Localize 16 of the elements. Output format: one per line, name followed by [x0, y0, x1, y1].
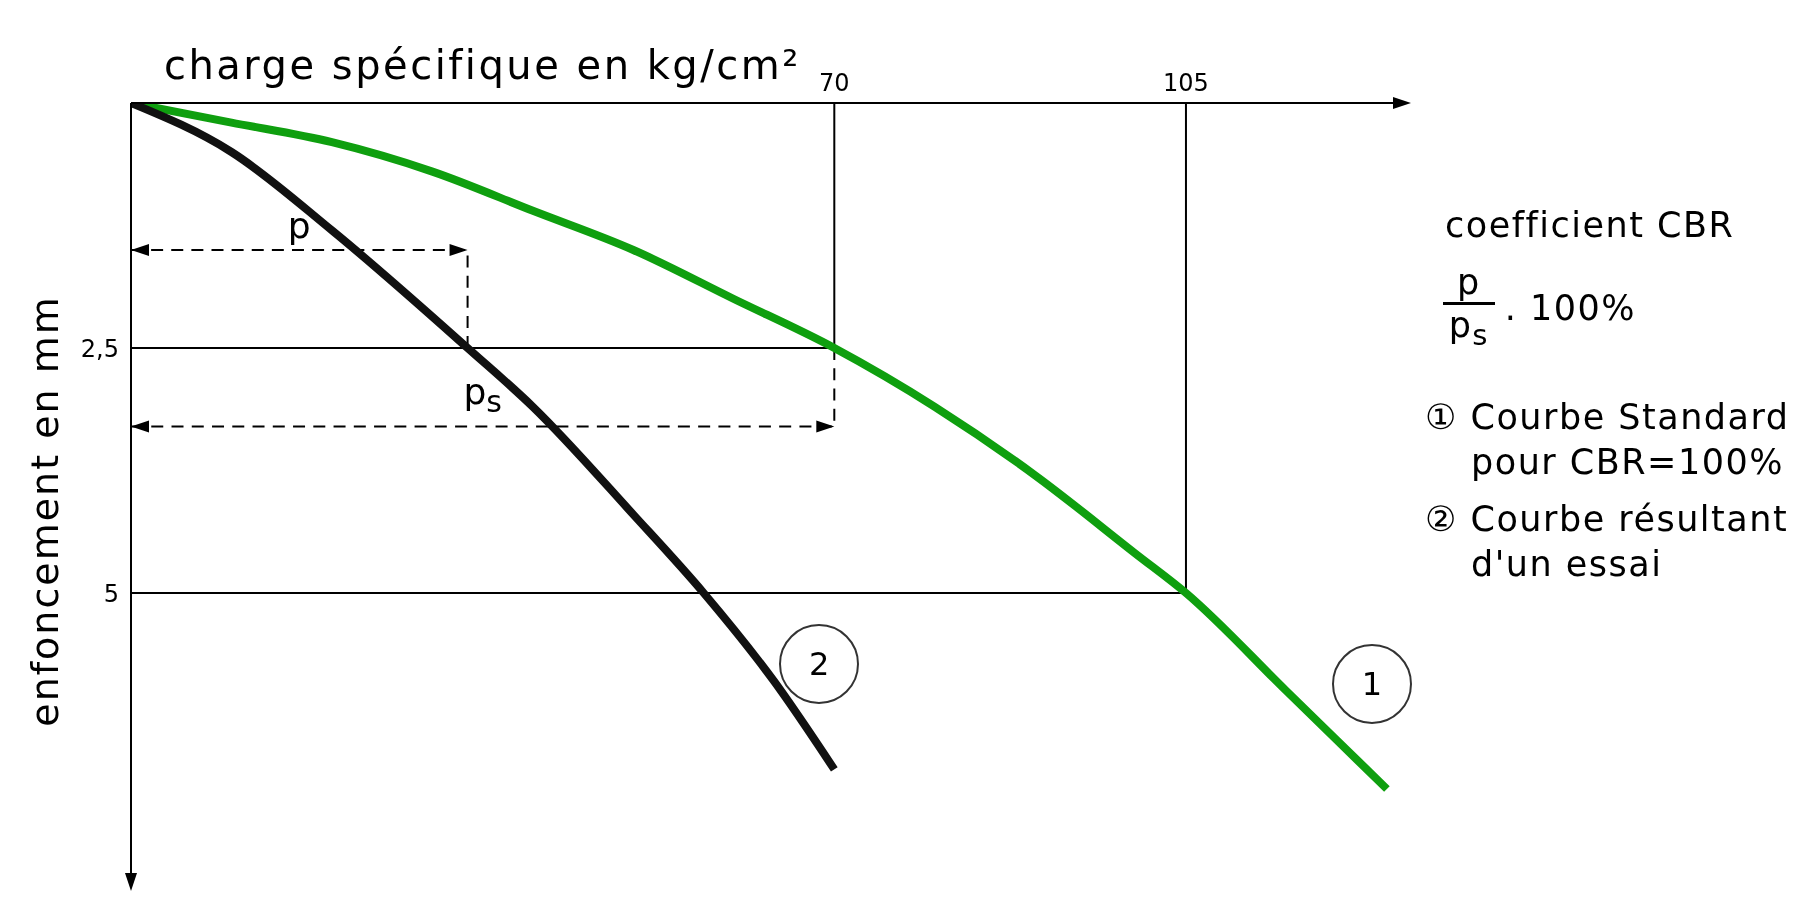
series-label: p$_{s}$ — [463, 371, 502, 422]
text: coefficient CBR — [1444, 204, 1736, 247]
x-tick-label: 70 — [819, 69, 850, 97]
y-tick-label: 2,5 — [80, 334, 119, 363]
series-label: 2 — [809, 645, 830, 684]
x-axis-title: charge spécifique en kg/cm² — [164, 42, 801, 88]
x-tick-label: 105 — [1163, 69, 1209, 97]
text: . 100% — [1504, 287, 1637, 330]
text: ① Courbe Standard pour CBR=100% — [1425, 396, 1791, 484]
series-label: 1 — [1361, 665, 1383, 703]
text: ② Courbe résultant d'un essai — [1425, 498, 1790, 586]
y-axis-title: enfoncement en mm — [23, 294, 67, 727]
y-tick-label: 5 — [103, 579, 119, 608]
text: p — [1443, 262, 1495, 305]
series-label: p — [287, 205, 311, 246]
text: p$_{s}$ — [1448, 305, 1490, 354]
